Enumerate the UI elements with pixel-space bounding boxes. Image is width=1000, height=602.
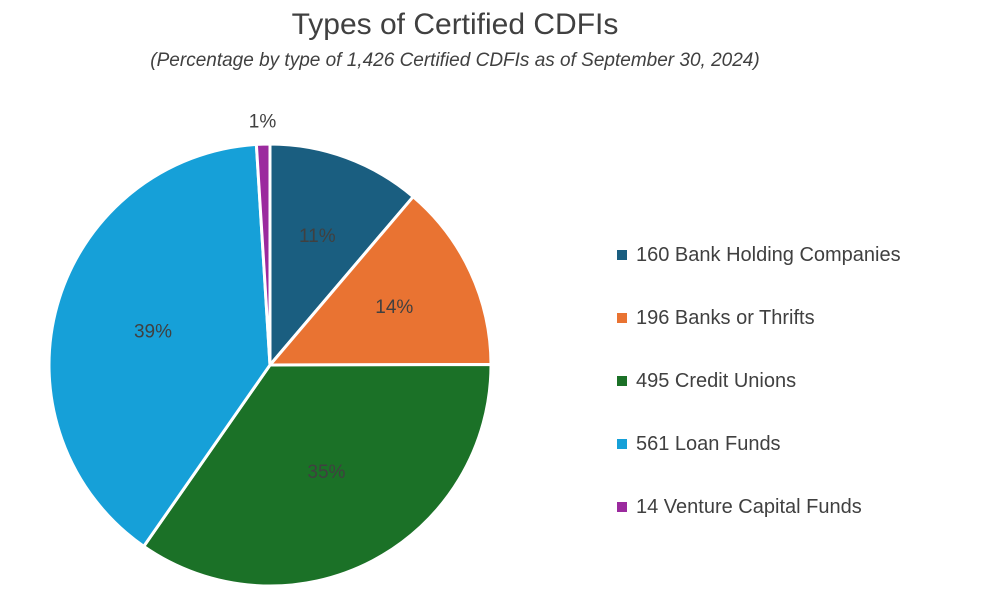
- legend-label-1: 160 Bank Holding Companies: [636, 243, 901, 266]
- pie-slice-2: [266, 194, 493, 367]
- pie-slice-3: [141, 363, 493, 588]
- legend-swatch-5: [617, 502, 627, 512]
- pie-slice-1: [268, 142, 416, 370]
- slice-label-4: 39%: [134, 322, 172, 343]
- legend-swatch-2: [617, 313, 627, 323]
- legend-item-5: 14 Venture Capital Funds: [617, 492, 862, 522]
- legend-label-5: 14 Venture Capital Funds: [636, 495, 862, 518]
- legend-item-4: 561 Loan Funds: [617, 429, 781, 459]
- legend-label-4: 561 Loan Funds: [636, 432, 781, 455]
- legend-item-2: 196 Banks or Thrifts: [617, 303, 815, 333]
- legend-swatch-4: [617, 439, 627, 449]
- legend-item-1: 160 Bank Holding Companies: [617, 240, 901, 270]
- slice-label-1: 11%: [299, 226, 336, 247]
- pie-slice-5: [254, 142, 272, 366]
- legend-swatch-1: [617, 250, 627, 260]
- legend-label-3: 495 Credit Unions: [636, 369, 797, 392]
- legend-item-3: 495 Credit Unions: [617, 366, 796, 396]
- slice-label-3: 35%: [307, 462, 345, 483]
- slice-label-5: 1%: [249, 112, 277, 133]
- chart-subtitle: (Percentage by type of 1,426 Certified C…: [150, 50, 760, 71]
- legend-label-2: 196 Banks or Thrifts: [636, 306, 815, 329]
- pie-slice-4: [47, 142, 272, 549]
- chart-title: Types of Certified CDFIs: [291, 8, 619, 41]
- slice-label-2: 14%: [375, 297, 413, 318]
- legend-swatch-3: [617, 376, 627, 386]
